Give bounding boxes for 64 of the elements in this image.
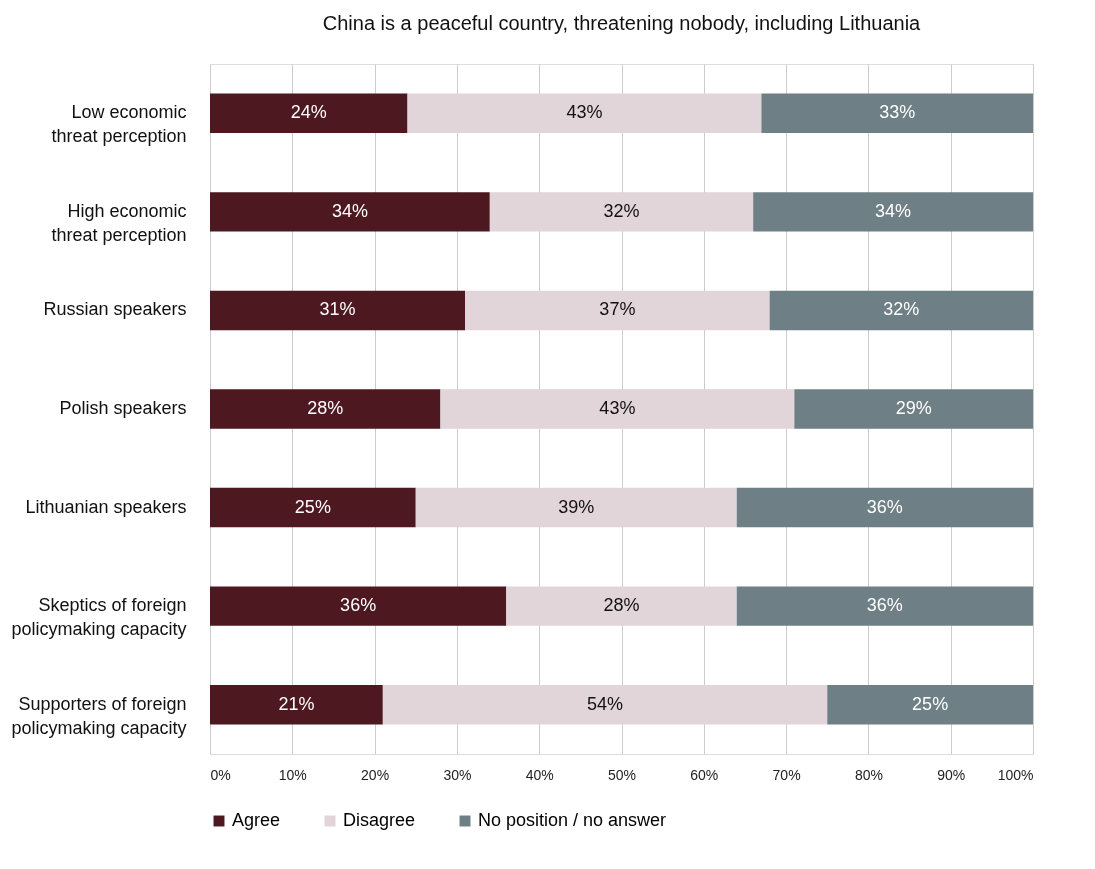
bar: [794, 389, 1033, 429]
data-label: 25%: [294, 496, 331, 517]
data-label: 32%: [883, 299, 920, 320]
bar: [210, 586, 507, 626]
x-tick-label: 70%: [772, 766, 801, 783]
data-label: 37%: [599, 299, 636, 320]
y-tick-label: Low economic threat perception: [51, 102, 187, 147]
bar: [440, 389, 795, 429]
data-label: 21%: [278, 693, 315, 714]
bar: [827, 685, 1033, 725]
x-tick-label: 20%: [361, 766, 390, 783]
data-label: 31%: [319, 299, 356, 320]
data-label: 32%: [603, 200, 640, 221]
data-label: 43%: [566, 102, 603, 123]
x-tick-label: 0%: [210, 766, 231, 783]
data-label: 28%: [307, 398, 344, 418]
bar: [210, 290, 466, 331]
data-label: 25%: [912, 693, 949, 714]
x-tick-label: 50%: [607, 766, 637, 783]
bar: [761, 93, 1033, 133]
bar: [415, 487, 737, 528]
bar: [407, 93, 762, 133]
data-label: 29%: [895, 398, 932, 418]
x-tick-label: 60%: [690, 766, 719, 783]
chart-title: China is a peaceful country, threatening nobody, including Lithuania: [322, 12, 922, 34]
bar: [210, 685, 383, 725]
x-tick-label: 80%: [854, 766, 883, 783]
x-tick-label: 100%: [997, 766, 1034, 783]
x-tick-label: 10%: [278, 766, 307, 783]
y-tick-label: Polish speakers: [59, 398, 187, 418]
bar: [736, 487, 1033, 528]
x-tick-label: 30%: [443, 766, 472, 783]
y-tick-label: Russian speakers: [43, 299, 187, 320]
x-tick-label: 90%: [937, 766, 966, 783]
data-label: 54%: [587, 693, 624, 714]
data-label: 39%: [558, 496, 595, 517]
y-tick-label: High economic threat perception: [51, 200, 187, 245]
y-tick-label: Supporters of foreign policymaking capacity: [11, 693, 187, 738]
bar: [465, 290, 770, 331]
bar: [489, 192, 754, 232]
data-label: 33%: [879, 102, 916, 123]
bar: [382, 685, 828, 725]
data-label: 28%: [603, 595, 640, 616]
bar: [506, 586, 737, 626]
bar: [736, 586, 1033, 626]
data-label: 36%: [340, 595, 377, 616]
data-label: 43%: [599, 398, 636, 418]
y-tick-label: Skeptics of foreign policymaking capacity: [11, 595, 187, 640]
bar: [210, 389, 441, 429]
data-label: 34%: [875, 200, 912, 221]
data-label: 36%: [866, 496, 903, 517]
bar: [210, 487, 416, 528]
bar: [753, 192, 1033, 232]
legend-label: Agree: [232, 810, 281, 830]
data-label: 36%: [866, 595, 903, 616]
bar: [210, 93, 408, 133]
bar: [210, 192, 490, 232]
y-tick-label: Lithuanian speakers: [25, 496, 187, 517]
x-tick-label: 40%: [525, 766, 554, 783]
legend-label: No position / no answer: [478, 810, 667, 830]
legend-label: Disagree: [343, 810, 416, 830]
data-label: 34%: [331, 200, 368, 221]
bar: [769, 290, 1033, 331]
data-label: 24%: [290, 102, 327, 123]
